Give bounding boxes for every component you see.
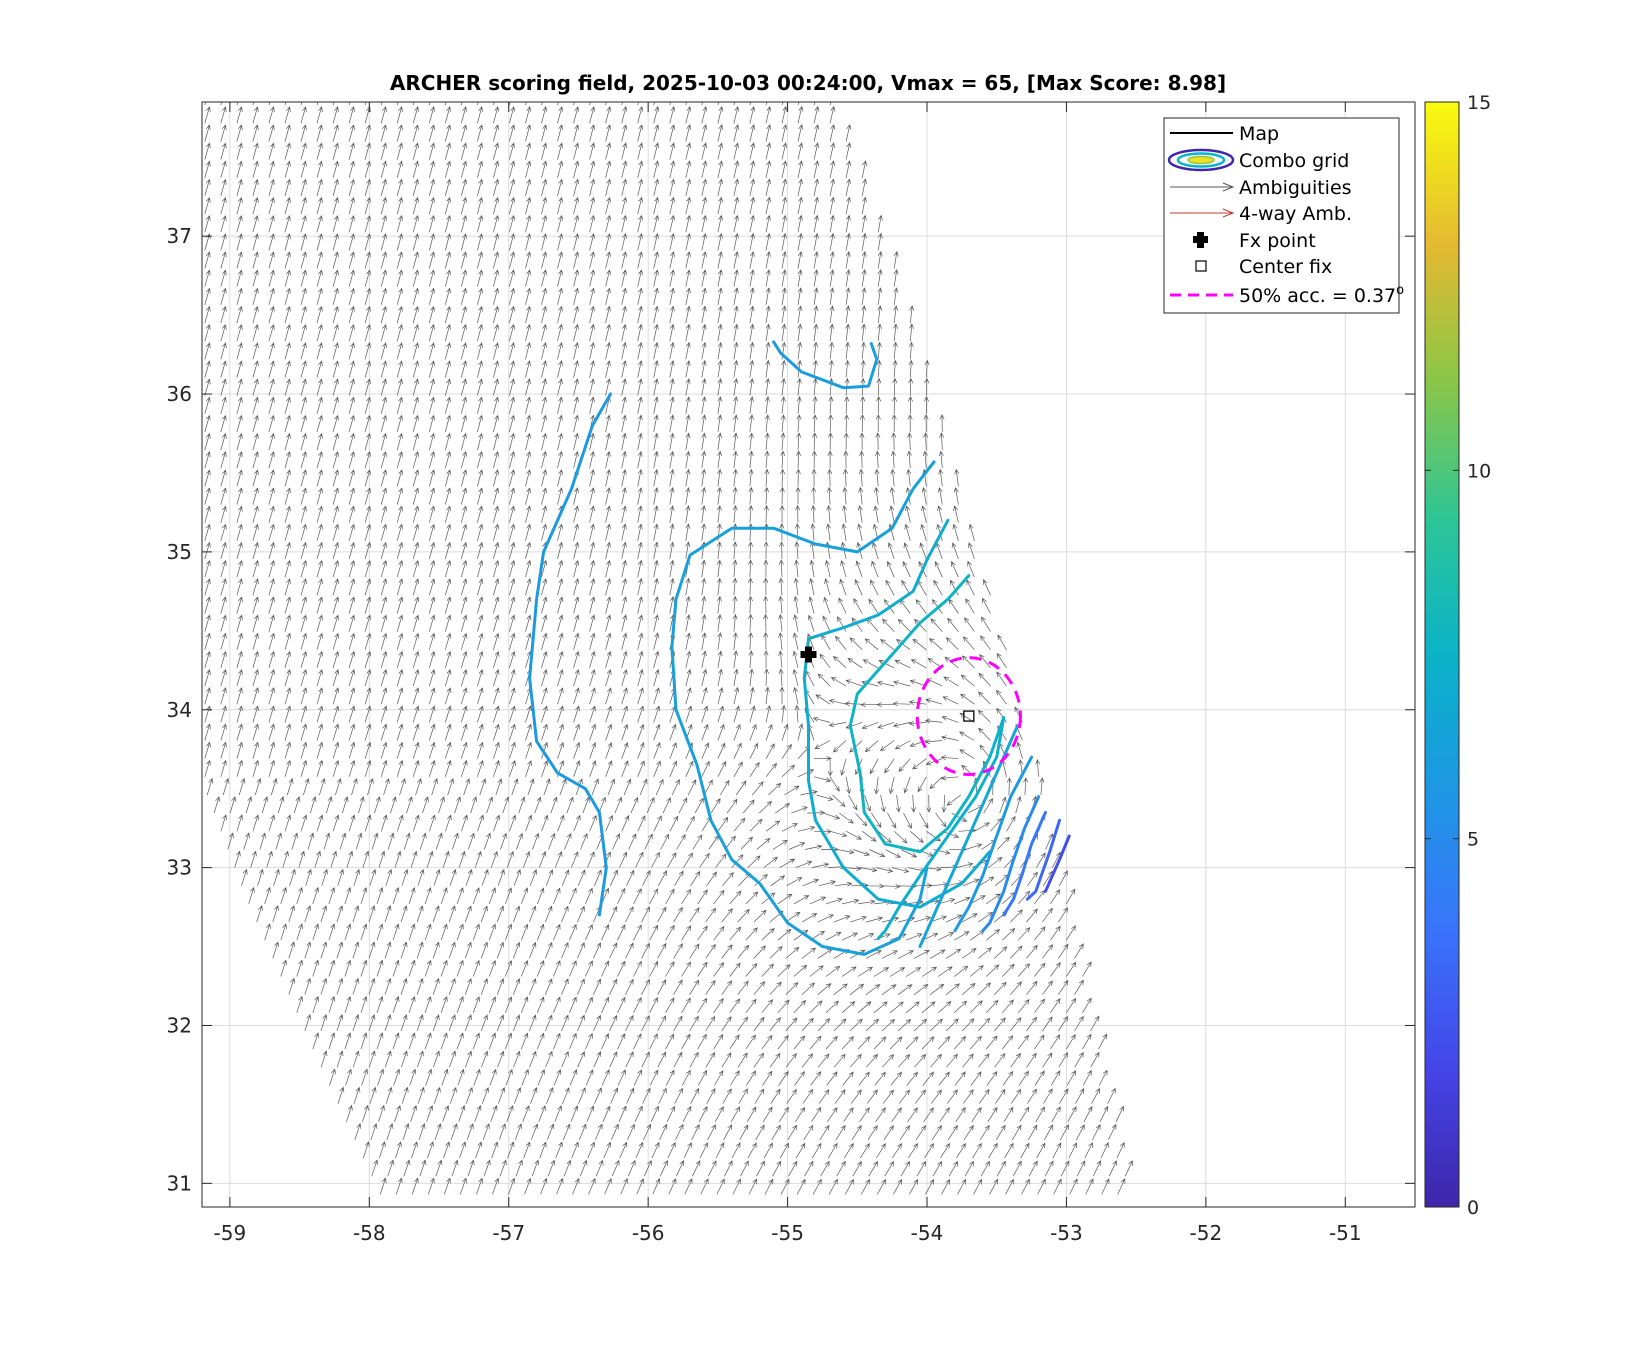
plot-frame — [201, 101, 1416, 1208]
x-tick-label: -52 — [1190, 1221, 1223, 1245]
score-contours — [528, 340, 1071, 956]
legend-label-ambiguities: Ambiguities — [1239, 177, 1352, 199]
legend-label-fx-point: Fx point — [1239, 230, 1316, 252]
score-contour-line — [1002, 810, 1047, 917]
red-arrow-icon — [1170, 208, 1235, 218]
y-tick-label: 31 — [167, 1171, 192, 1195]
score-contour-line — [981, 795, 1041, 933]
legend-label-accuracy: 50% acc. = 0.37o — [1239, 283, 1404, 307]
score-contour-line — [772, 340, 879, 390]
colorbar-tick-label: 10 — [1467, 460, 1491, 482]
x-tick-label: -56 — [632, 1221, 665, 1245]
square-marker-icon — [1195, 260, 1207, 272]
y-tick-label: 37 — [167, 224, 192, 248]
y-tick-label: 36 — [167, 382, 192, 406]
wind-ambiguity-arrows — [204, 102, 1133, 1195]
x-tick-label: -54 — [911, 1221, 944, 1245]
legend-label-combo-grid: Combo grid — [1239, 150, 1349, 172]
legend-label-accuracy-text: 50% acc. = 0.37 — [1239, 285, 1396, 307]
center-fix-marker — [963, 710, 975, 722]
y-tick-label: 35 — [167, 540, 192, 564]
legend-label-accuracy-degree: o — [1396, 283, 1404, 298]
score-contour-line — [670, 460, 936, 956]
plus-marker-icon — [1193, 232, 1208, 248]
contour-ellipse-icon — [1167, 148, 1235, 172]
fx-point-hbar — [800, 651, 817, 658]
colorbar-tick-label: 15 — [1467, 92, 1491, 114]
fx-point-marker — [800, 646, 817, 663]
chart-title: ARCHER scoring field, 2025-10-03 00:24:0… — [390, 71, 1226, 95]
fix-markers — [800, 646, 1022, 776]
legend-label-map: Map — [1239, 123, 1279, 145]
score-contour-line — [528, 392, 612, 917]
x-tick-label: -58 — [353, 1221, 386, 1245]
score-contour-line — [848, 574, 1006, 854]
y-tick-label: 32 — [167, 1013, 192, 1037]
score-contour-line — [1025, 818, 1061, 901]
score-contour-line — [953, 755, 1034, 933]
y-tick-label: 34 — [167, 698, 192, 722]
x-tick-label: -51 — [1329, 1221, 1362, 1245]
accuracy-circle — [915, 656, 1022, 776]
x-tick-label: -55 — [771, 1221, 804, 1245]
x-tick-label: -59 — [214, 1221, 247, 1245]
colorbar-tick-label: 5 — [1467, 829, 1479, 851]
x-tick-label: -57 — [492, 1221, 525, 1245]
colorbar-gradient — [1424, 101, 1460, 1208]
x-tick-label: -53 — [1050, 1221, 1083, 1245]
legend-label-4-way-amb: 4-way Amb. — [1239, 203, 1352, 225]
score-contour-line — [876, 716, 1006, 941]
score-contour-line — [802, 518, 992, 909]
axis-ticks: -59 -58 -57 -56 -55 -54 -53 -52 -51 31 32 33 34 35 36 3… — [167, 102, 1415, 1245]
colorbar-ticks: 0 5 10 15 — [1425, 92, 1491, 1219]
legend-label-center-fix: Center fix — [1239, 256, 1332, 278]
y-tick-label: 33 — [167, 856, 192, 880]
score-contour-line — [1044, 834, 1071, 893]
colorbar: 0 5 10 15 — [1424, 92, 1491, 1219]
gray-arrow-icon — [1170, 182, 1235, 192]
ambiguity-arrow-field — [204, 102, 1133, 1195]
legend: Map Combo grid Ambiguities 4-way Amb. Fx… — [1163, 117, 1404, 314]
colorbar-tick-label: 0 — [1467, 1197, 1479, 1219]
